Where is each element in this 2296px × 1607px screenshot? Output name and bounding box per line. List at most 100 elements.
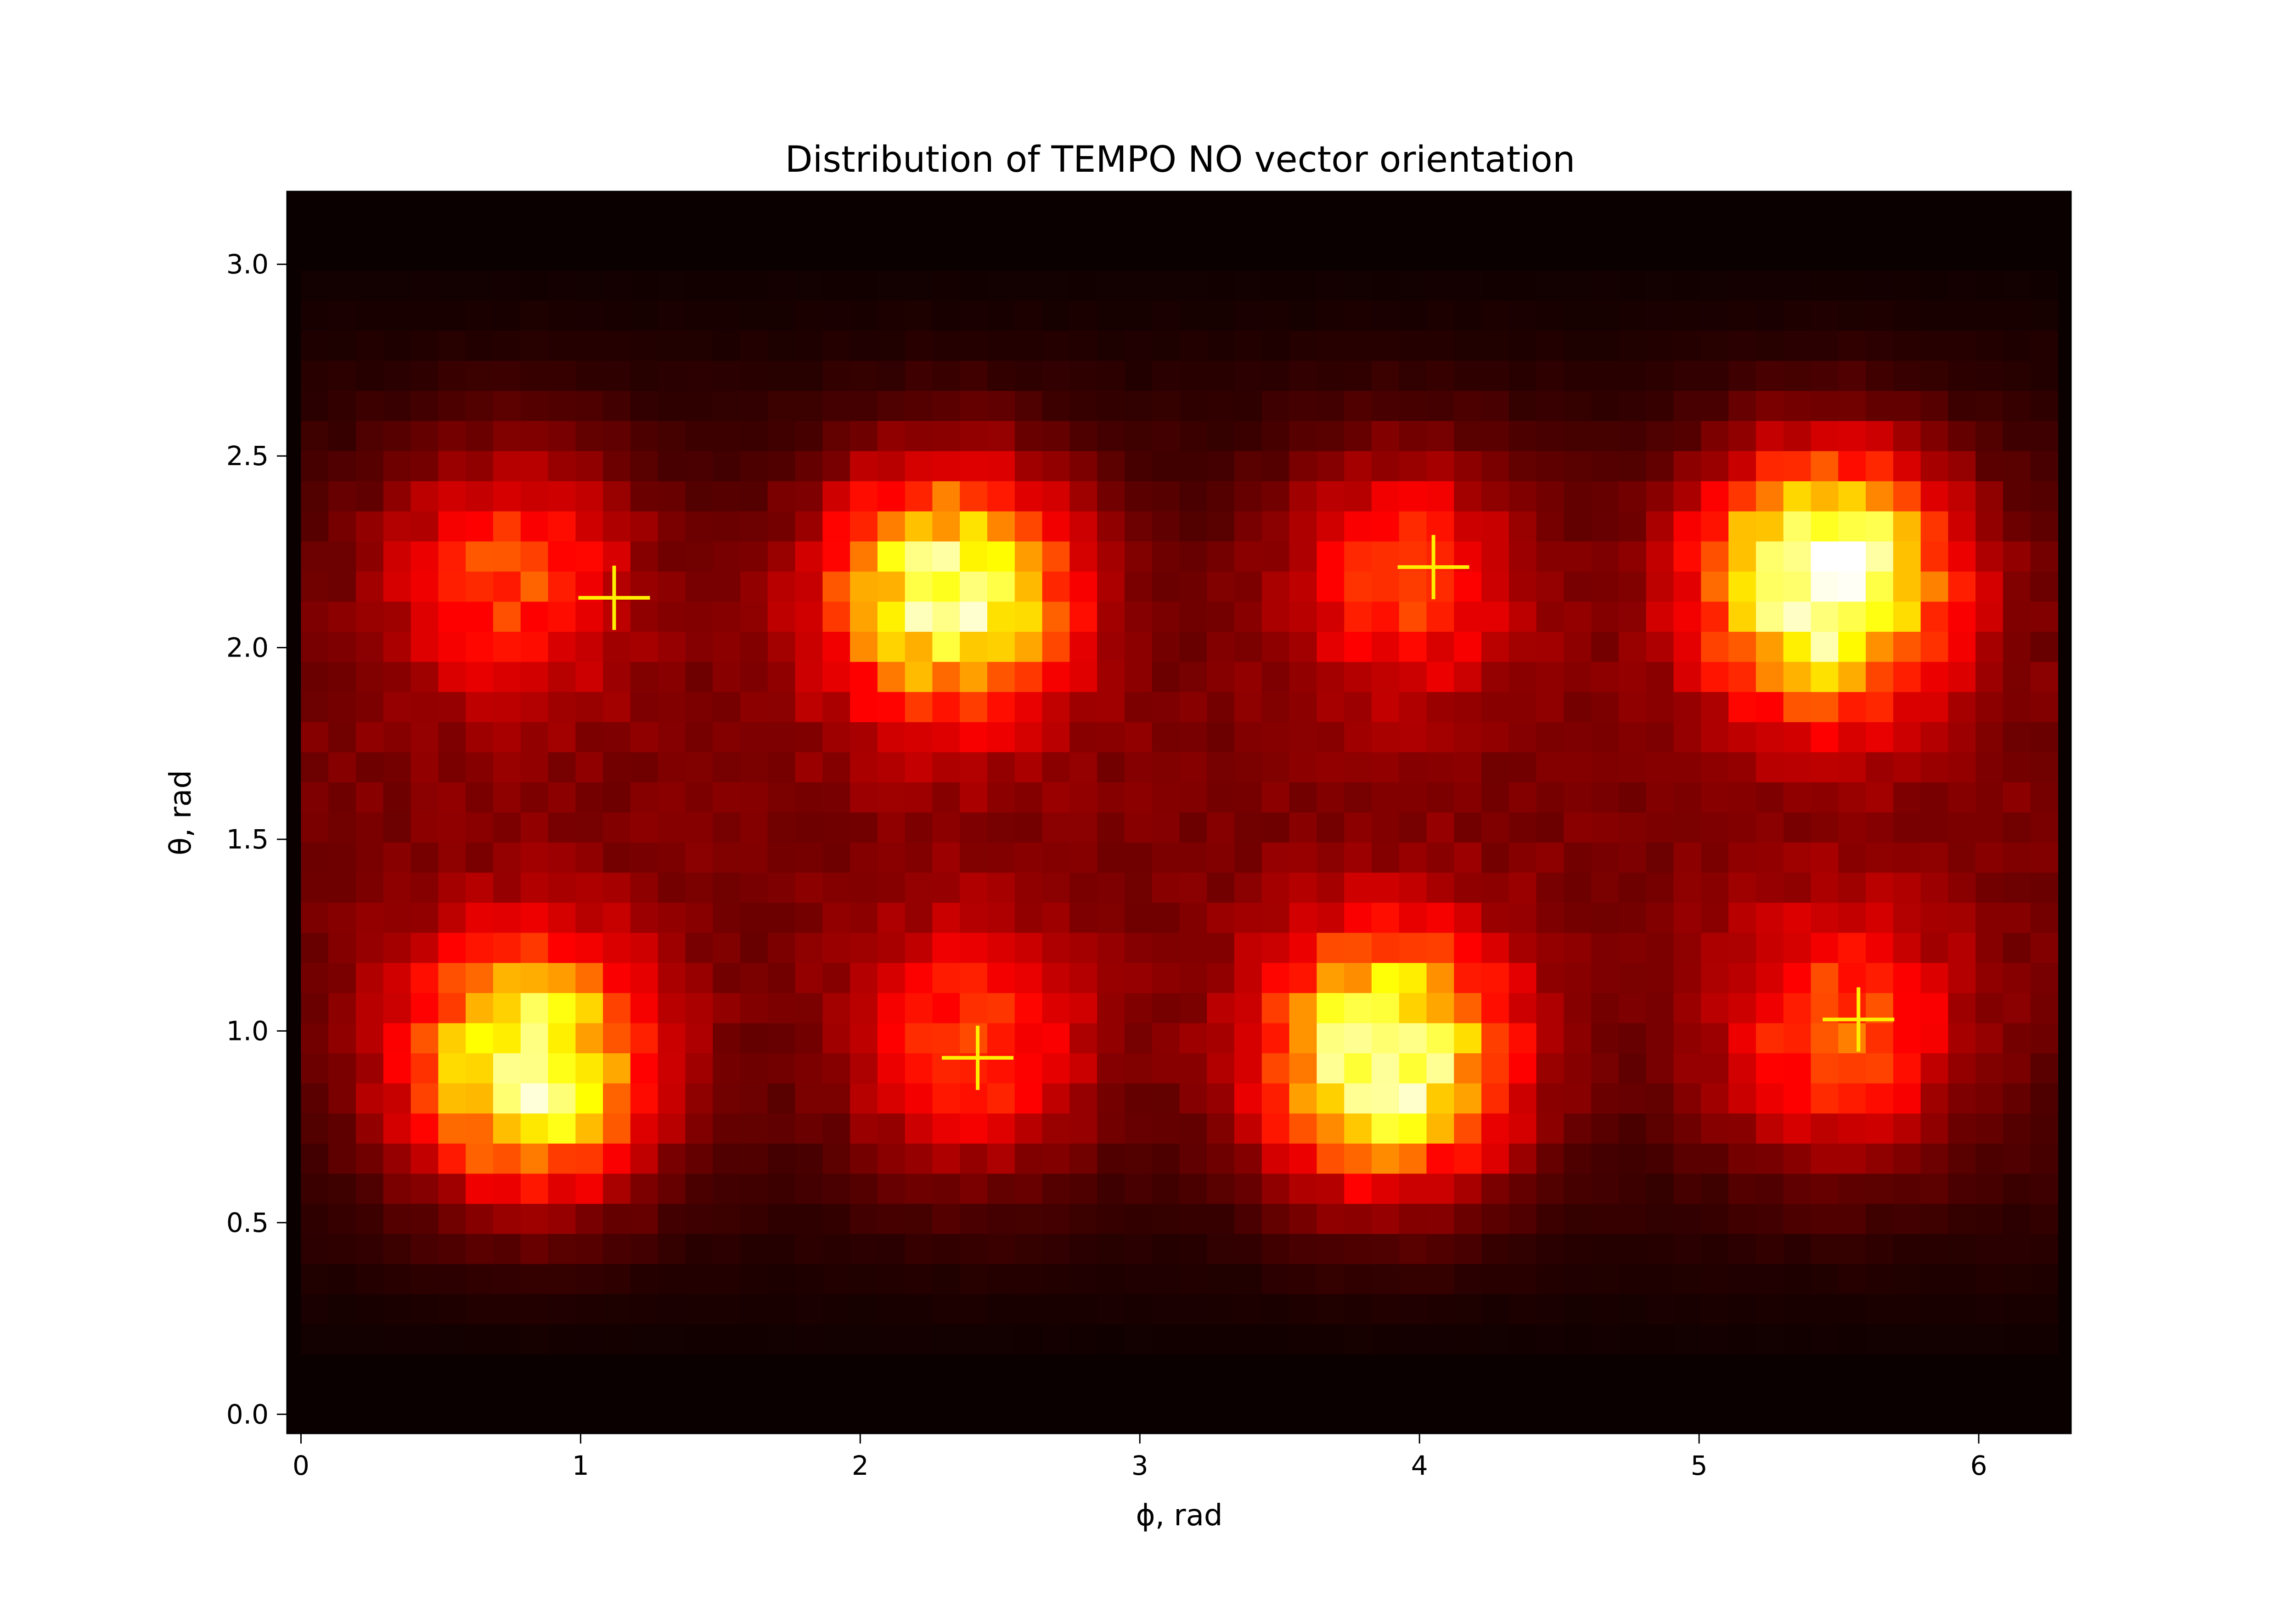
heatmap-cell [1893, 300, 1921, 331]
heatmap-cell [2003, 360, 2031, 391]
heatmap-cell [713, 240, 741, 271]
heatmap-cell [328, 842, 356, 873]
heatmap-cell [1893, 210, 1921, 241]
heatmap-cell [1564, 1354, 1592, 1385]
heatmap-cell [1014, 1233, 1043, 1264]
heatmap-cell [713, 300, 741, 331]
heatmap-cell [1728, 421, 1756, 451]
heatmap-cell [822, 962, 850, 993]
heatmap-cell [383, 1053, 411, 1084]
heatmap-cell [2003, 691, 2031, 722]
heatmap-cell [1179, 390, 1207, 421]
heatmap-cell [877, 782, 906, 813]
heatmap-cell [658, 421, 686, 451]
heatmap-cell [520, 1233, 549, 1264]
heatmap-cell [1866, 571, 1894, 602]
heatmap-cell [1948, 270, 1976, 301]
heatmap-cell [520, 1354, 549, 1385]
heatmap-cell [1124, 872, 1153, 903]
heatmap-cell [328, 1083, 356, 1114]
peak-marker [578, 565, 650, 630]
heatmap-cell [1289, 270, 1317, 301]
heatmap-cell [1591, 691, 1619, 722]
heatmap-cell [1454, 390, 1482, 421]
heatmap-cell [630, 962, 658, 993]
heatmap-cell [1289, 691, 1317, 722]
heatmap-cell [1838, 270, 1866, 301]
heatmap-cell [987, 601, 1015, 632]
heatmap-cell [1234, 842, 1262, 873]
heatmap-cell [1069, 571, 1097, 602]
heatmap-cell [1124, 993, 1153, 1023]
heatmap-cell [1289, 993, 1317, 1023]
heatmap-cell [1097, 933, 1125, 963]
heatmap-cell [1261, 722, 1290, 753]
heatmap-cell [850, 240, 878, 271]
heatmap-cell [1866, 300, 1894, 331]
heatmap-cell [658, 993, 686, 1023]
heatmap-cell [1564, 631, 1592, 662]
heatmap-cell [685, 390, 713, 421]
heatmap-cell [1619, 812, 1647, 843]
heatmap-cell [356, 451, 384, 482]
heatmap-cell [1536, 1384, 1564, 1415]
heatmap-cell [1866, 451, 1894, 482]
heatmap-cell [1124, 1294, 1153, 1325]
heatmap-cell [1042, 812, 1070, 843]
heatmap-cell [1344, 511, 1372, 542]
heatmap-cell [438, 1324, 466, 1354]
heatmap-cell [1975, 662, 2003, 692]
heatmap-cell [438, 1023, 466, 1053]
heatmap-cell [520, 360, 549, 391]
heatmap-cell [1344, 812, 1372, 843]
heatmap-cell [822, 993, 850, 1023]
heatmap-cell [1399, 1294, 1427, 1325]
heatmap-cell [2030, 1083, 2059, 1114]
heatmap-cell [1481, 1083, 1509, 1114]
heatmap-cell [438, 662, 466, 692]
heatmap-cell [932, 541, 960, 572]
heatmap-cell [713, 691, 741, 722]
heatmap-cell [493, 1053, 521, 1084]
peak-marker [1823, 987, 1895, 1052]
heatmap-cell [2003, 1294, 2031, 1325]
heatmap-cell [905, 300, 933, 331]
heatmap-cell [1756, 390, 1784, 421]
heatmap-cell [1866, 210, 1894, 241]
heatmap-cell [1646, 571, 1674, 602]
heatmap-cell [795, 842, 823, 873]
heatmap-cell [383, 1384, 411, 1415]
heatmap-cell [1042, 1264, 1070, 1294]
heatmap-cell [658, 842, 686, 873]
heatmap-cell [822, 1143, 850, 1174]
heatmap-cell [1920, 1264, 1948, 1294]
heatmap-cell [1783, 631, 1812, 662]
heatmap-cell [2003, 782, 2031, 813]
heatmap-cell [740, 511, 768, 542]
heatmap-cell [877, 1384, 906, 1415]
heatmap-cell [383, 1023, 411, 1053]
heatmap-cell [1728, 842, 1756, 873]
heatmap-cell [905, 1294, 933, 1325]
heatmap-cell [905, 962, 933, 993]
heatmap-cell [1646, 421, 1674, 451]
heatmap-cell [905, 1053, 933, 1084]
heatmap-cell [1371, 571, 1400, 602]
heatmap-cell [1893, 1294, 1921, 1325]
heatmap-cell [1948, 1203, 1976, 1234]
heatmap-cell [2030, 752, 2059, 782]
y-tick-label: 0.0 [226, 1399, 269, 1430]
heatmap-cell [301, 962, 329, 993]
heatmap-cell [2030, 842, 2059, 873]
heatmap-cell [1811, 1294, 1839, 1325]
heatmap-cell [383, 541, 411, 572]
heatmap-cell [1124, 451, 1153, 482]
heatmap-cell [1426, 1294, 1454, 1325]
heatmap-cell [1975, 390, 2003, 421]
heatmap-cell [685, 571, 713, 602]
heatmap-cell [1893, 390, 1921, 421]
heatmap-cell [1728, 210, 1756, 241]
heatmap-cell [1508, 421, 1537, 451]
heatmap-cell [328, 1264, 356, 1294]
heatmap-cell [822, 210, 850, 241]
